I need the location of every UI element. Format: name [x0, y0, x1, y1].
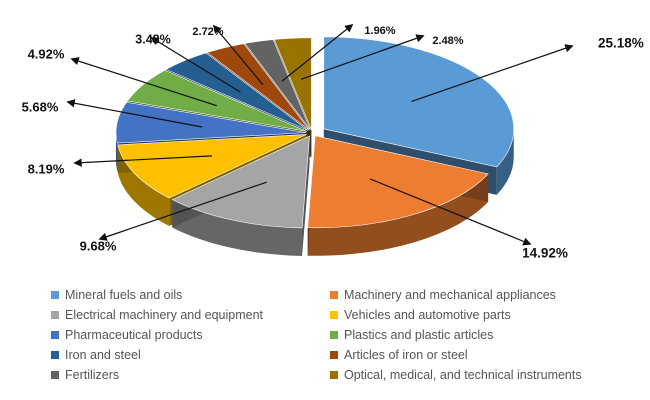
legend-item-pharmaceutical-products: Pharmaceutical products [51, 327, 203, 343]
legend-swatch [330, 371, 338, 379]
legend-label: Fertilizers [65, 368, 120, 382]
leader-arrow-electrical-machinery-and-equipment [98, 181, 267, 241]
legend-swatch [51, 311, 59, 319]
legend-item-iron-and-steel: Iron and steel [51, 347, 141, 363]
legend-item-electrical-machinery-and-equipment: Electrical machinery and equipment [51, 307, 263, 323]
leader-arrow-vehicles-and-automotive-parts [73, 155, 213, 167]
data-label-mineral-fuels-and-oils: 25.18% [598, 36, 644, 51]
data-label-plastics-and-plastic-articles: 4.92% [28, 46, 65, 61]
slice-mineral-fuels-and-oils [323, 36, 515, 168]
leader-arrow-plastics-and-plastic-articles [70, 57, 217, 107]
leader-arrow-optical-medical-and-technical-instruments [300, 34, 425, 80]
slice-side-machinery-and-mechanical-appliances [307, 173, 489, 256]
slice-vehicles-and-automotive-parts [117, 134, 307, 199]
slice-side-vehicles-and-automotive-parts [117, 144, 170, 227]
legend-item-plastics-and-plastic-articles: Plastics and plastic articles [330, 327, 493, 343]
data-label-iron-and-steel: 3.48% [135, 32, 170, 46]
legend-swatch [51, 331, 59, 339]
slice-tops [115, 36, 515, 229]
legend-label: Plastics and plastic articles [344, 328, 494, 342]
slice-articles-of-iron-or-steel [206, 43, 310, 131]
legend-label: Electrical machinery and equipment [65, 308, 264, 322]
leader-arrow-iron-and-steel [150, 37, 241, 93]
legend-item-machinery-and-mechanical-appliances: Machinery and mechanical appliances [330, 287, 556, 303]
legend-item-fertilizers: Fertilizers [51, 367, 119, 383]
legend-label: Optical, medical, and technical instrume… [344, 368, 582, 382]
leader-arrow-fertilizers [281, 23, 354, 82]
legend-swatch [330, 311, 338, 319]
legend-swatch [330, 351, 338, 359]
data-label-optical-medical-and-technical-instruments: 2.48% [432, 35, 463, 47]
data-label-fertilizers: 1.96% [364, 25, 395, 37]
slice-optical-medical-and-technical-instruments [273, 37, 312, 130]
leader-arrow-mineral-fuels-and-oils [411, 44, 574, 103]
data-label-pharmaceutical-products: 5.68% [22, 99, 59, 114]
legend-label: Mineral fuels and oils [65, 288, 183, 302]
leader-arrow-articles-of-iron-or-steel [212, 24, 264, 86]
legend-label: Iron and steel [65, 348, 141, 362]
slice-pharmaceutical-products [115, 101, 307, 144]
data-label-vehicles-and-automotive-parts: 8.19% [28, 161, 65, 176]
data-labels: 25.18% 14.92% 9.68% 8.19% 5.68% 4.92% 3.48% 2.7… [22, 23, 644, 261]
data-label-articles-of-iron-or-steel: 2.72% [192, 26, 223, 38]
legend-swatch [330, 291, 338, 299]
legend-item-vehicles-and-automotive-parts: Vehicles and automotive parts [330, 307, 511, 323]
slice-side-electrical-machinery-and-equipment [172, 199, 303, 256]
slice-iron-and-steel [165, 52, 309, 131]
leader-arrow-pharmaceutical-products [66, 99, 203, 128]
leader-arrow-machinery-and-mechanical-appliances [369, 178, 532, 246]
legend-label: Vehicles and automotive parts [344, 308, 511, 322]
legend-label: Machinery and mechanical appliances [344, 288, 556, 302]
legend-label: Articles of iron or steel [344, 348, 468, 362]
legend-item-optical-medical-and-technical-instruments: Optical, medical, and technical instrume… [330, 367, 582, 383]
slice-fertilizers [244, 39, 311, 131]
legend-label: Pharmaceutical products [65, 328, 203, 342]
legend-swatch [51, 351, 59, 359]
legend-item-mineral-fuels-and-oils: Mineral fuels and oils [51, 287, 182, 303]
pie-chart: 25.18% 14.92% 9.68% 8.19% 5.68% 4.92% 3.48% 2.7… [22, 23, 644, 261]
slice-electrical-machinery-and-equipment [171, 135, 310, 229]
legend-item-articles-of-iron-or-steel: Articles of iron or steel [330, 347, 468, 363]
legend-swatch [330, 331, 338, 339]
legend-swatch [51, 291, 59, 299]
data-label-electrical-machinery-and-equipment: 9.68% [80, 238, 117, 253]
slice-side-mineral-fuels-and-oils [496, 128, 514, 195]
data-label-machinery-and-mechanical-appliances: 14.92% [522, 246, 568, 261]
slice-machinery-and-mechanical-appliances [307, 135, 489, 229]
slice-plastics-and-plastic-articles [126, 69, 307, 132]
slice-side-electrical-machinery-and-equipment-start [302, 136, 310, 256]
legend-swatch [51, 371, 59, 379]
